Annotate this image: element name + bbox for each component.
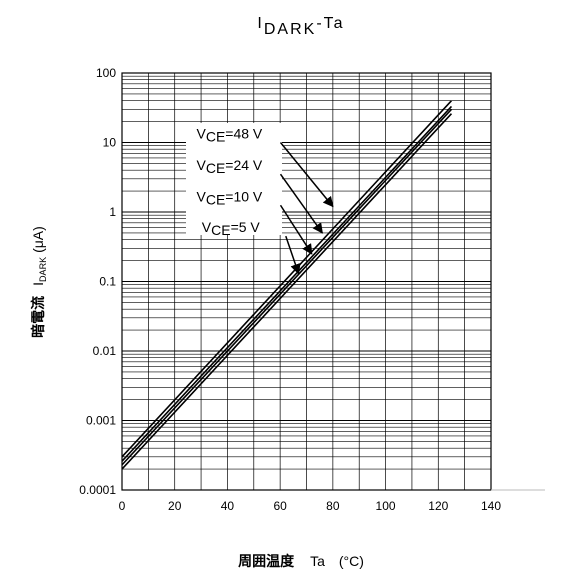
callout-arrow	[279, 173, 323, 234]
y-axis-label: 暗電流 IDARK (μA)	[30, 226, 48, 338]
callout-prefix: V	[202, 219, 212, 235]
callout-value: =5 V	[231, 219, 261, 235]
callout-sub: CE	[206, 191, 225, 207]
y-tick-label: 100	[96, 66, 116, 80]
x-tick-label: 140	[481, 499, 501, 513]
x-tick-label: 20	[168, 499, 182, 513]
chart-title-sub: DARK	[264, 21, 316, 38]
chart-title-suffix: -Ta	[316, 15, 344, 32]
x-tick-label: 80	[326, 499, 340, 513]
y-tick-label: 0.0001	[79, 483, 116, 497]
callout-arrow	[285, 235, 301, 275]
x-tick-label: 120	[428, 499, 448, 513]
callout-value: =10 V	[225, 188, 263, 204]
callout-sub: CE	[206, 129, 225, 145]
series-line	[121, 105, 453, 462]
plot-frame	[121, 72, 492, 491]
x-tick-label: 60	[273, 499, 287, 513]
series-line	[121, 113, 453, 470]
callout-prefix: V	[197, 126, 207, 142]
grid	[122, 73, 491, 490]
chart-title-main: I	[257, 15, 263, 32]
x-tick-labels: 0 20 40 60 80 100 120 140	[119, 499, 502, 513]
callout-label: VCE=10 V	[197, 188, 263, 207]
series-line	[121, 108, 453, 466]
callout-sub: CE	[206, 160, 225, 176]
callout-arrows	[279, 142, 334, 275]
callout-label: VCE=48 V	[197, 126, 263, 145]
x-tick-label: 0	[119, 499, 126, 513]
y-tick-label: 0.1	[99, 275, 116, 289]
y-axis-label-jp: 暗電流	[30, 296, 46, 338]
callout-value: =24 V	[225, 157, 263, 173]
chart-title: IDARK-Ta	[257, 15, 344, 38]
x-axis-label: 周囲温度 Ta (°C)	[238, 553, 364, 569]
y-tick-label: 10	[103, 136, 117, 150]
callout-value: =48 V	[225, 126, 263, 142]
callout-prefix: V	[197, 188, 207, 204]
x-tick-label: 100	[376, 499, 396, 513]
y-tick-label: 1	[109, 205, 116, 219]
x-axis-label-jp: 周囲温度	[238, 553, 295, 569]
callout-arrow	[279, 142, 334, 208]
y-axis-label-unit: (μA)	[30, 226, 46, 253]
y-tick-label: 0.001	[86, 414, 116, 428]
y-axis-label-symbol: I	[30, 282, 46, 286]
callout-sub: CE	[211, 222, 230, 238]
callout-box	[186, 123, 282, 235]
x-axis-label-unit: (°C)	[339, 553, 364, 569]
callout-label: VCE=5 V	[202, 219, 261, 238]
y-tick-labels: 0.0001 0.001 0.01 0.1 1 10 100	[79, 66, 116, 497]
series-lines	[121, 100, 453, 470]
y-axis-label-sub: DARK	[38, 257, 48, 282]
y-tick-label: 0.01	[93, 344, 117, 358]
x-tick-label: 40	[221, 499, 235, 513]
callout-arrow	[279, 204, 313, 255]
x-axis-label-symbol: Ta	[310, 553, 325, 569]
callout-prefix: V	[197, 157, 207, 173]
callout-label: VCE=24 V	[197, 157, 263, 176]
series-line	[121, 100, 453, 458]
